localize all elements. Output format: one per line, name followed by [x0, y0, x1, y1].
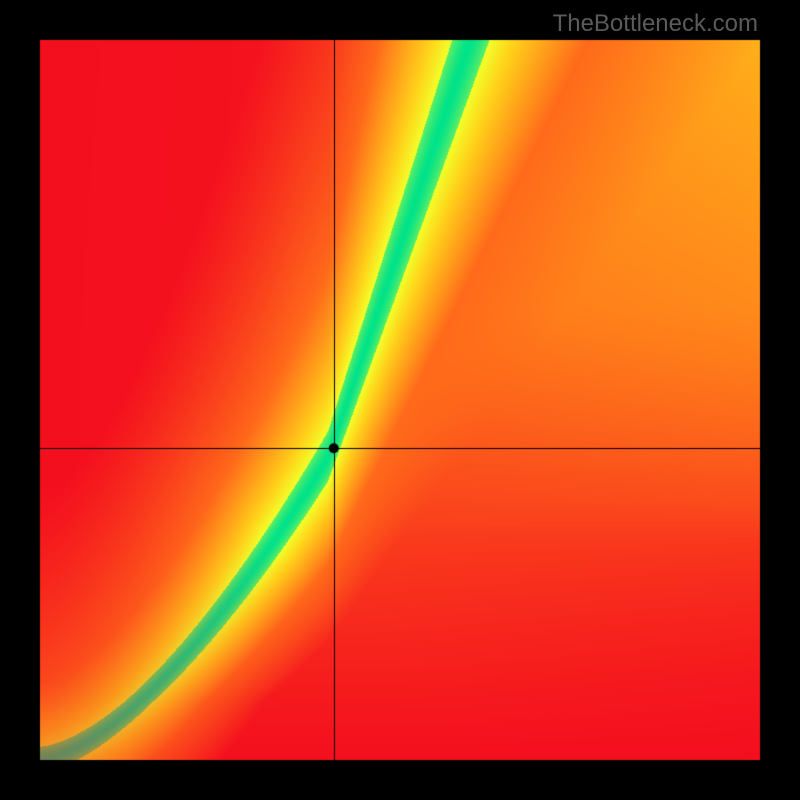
chart-container: TheBottleneck.com: [0, 0, 800, 800]
bottleneck-heatmap: [0, 0, 800, 800]
watermark-text: TheBottleneck.com: [553, 10, 758, 38]
